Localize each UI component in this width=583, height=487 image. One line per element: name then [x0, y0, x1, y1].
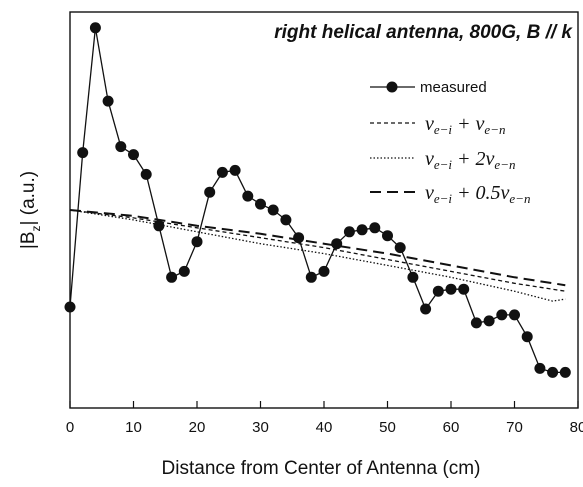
measured-point	[255, 198, 266, 210]
measured-point	[166, 271, 178, 283]
measured-point	[559, 366, 571, 378]
x-tick-label: 10	[125, 419, 142, 436]
measured-point	[445, 283, 457, 295]
measured-point	[77, 147, 89, 159]
measured-point	[343, 226, 355, 238]
measured-point	[382, 230, 393, 242]
measured-point	[534, 362, 546, 374]
series-line-3	[69, 209, 566, 287]
measured-point	[458, 283, 470, 295]
svg-text:νe−i + νe−n: νe−i + νe−n	[425, 113, 505, 137]
measured-point	[153, 220, 165, 232]
legend-item-double: νe−i + 2νe−n	[370, 148, 515, 172]
measured-point	[496, 309, 508, 321]
measured-point	[229, 164, 241, 176]
measured-point	[191, 236, 203, 248]
legend-item-half: νe−i + 0.5νe−n	[370, 182, 530, 206]
x-axis-ticks: 0 10 20 30 40 50 60 70 80	[66, 401, 583, 436]
measured-point	[102, 95, 114, 107]
measured-point	[369, 222, 381, 234]
series-layer	[64, 22, 571, 378]
measured-point	[267, 204, 279, 216]
measured-point	[293, 232, 305, 244]
x-tick-label: 70	[506, 419, 523, 436]
x-tick-label: 40	[316, 419, 333, 436]
measured-point	[89, 22, 101, 34]
measured-point	[483, 315, 495, 327]
legend: measured νe−i + νe−n νe−i + 2νe−n νe−i +…	[370, 79, 530, 206]
plot-frame	[69, 11, 579, 409]
y-axis-label: |Bz| (a.u.)	[18, 171, 43, 249]
measured-point	[547, 366, 559, 378]
measured-point	[280, 214, 292, 226]
measured-point	[356, 224, 368, 236]
measured-point	[318, 265, 330, 277]
svg-text:νe−i + 2νe−n: νe−i + 2νe−n	[425, 148, 515, 172]
legend-item-sum: νe−i + νe−n	[370, 113, 505, 137]
measured-point	[178, 265, 190, 277]
measured-point	[521, 331, 533, 343]
x-tick-label: 20	[189, 419, 206, 436]
legend-item-measured: measured	[370, 79, 487, 96]
measured-point	[305, 271, 317, 283]
x-tick-label: 0	[66, 419, 74, 436]
measured-point	[128, 149, 139, 161]
series-line-2	[69, 209, 566, 302]
measured-point	[331, 238, 343, 250]
svg-text:νe−i + 0.5νe−n: νe−i + 0.5νe−n	[425, 182, 530, 206]
series-line-1	[69, 209, 566, 292]
chart-title: right helical antenna, 800G, B // k	[274, 22, 573, 43]
measured-point	[470, 317, 482, 329]
measured-point	[115, 141, 127, 153]
measured-point	[216, 166, 228, 178]
measured-point	[420, 303, 432, 315]
svg-text:measured: measured	[420, 79, 487, 96]
x-tick-label: 80	[570, 419, 583, 436]
measured-point	[140, 168, 152, 180]
measured-point	[242, 190, 254, 202]
series-line-0	[69, 27, 566, 374]
x-tick-label: 60	[443, 419, 460, 436]
measured-point	[204, 186, 216, 198]
x-axis-label: Distance from Center of Antenna (cm)	[162, 458, 481, 479]
measured-point	[64, 301, 76, 313]
measured-point	[394, 242, 406, 254]
measured-point	[509, 309, 520, 321]
measured-point	[432, 285, 444, 297]
x-tick-label: 30	[252, 419, 269, 436]
measured-point	[407, 271, 419, 283]
x-tick-label: 50	[379, 419, 396, 436]
